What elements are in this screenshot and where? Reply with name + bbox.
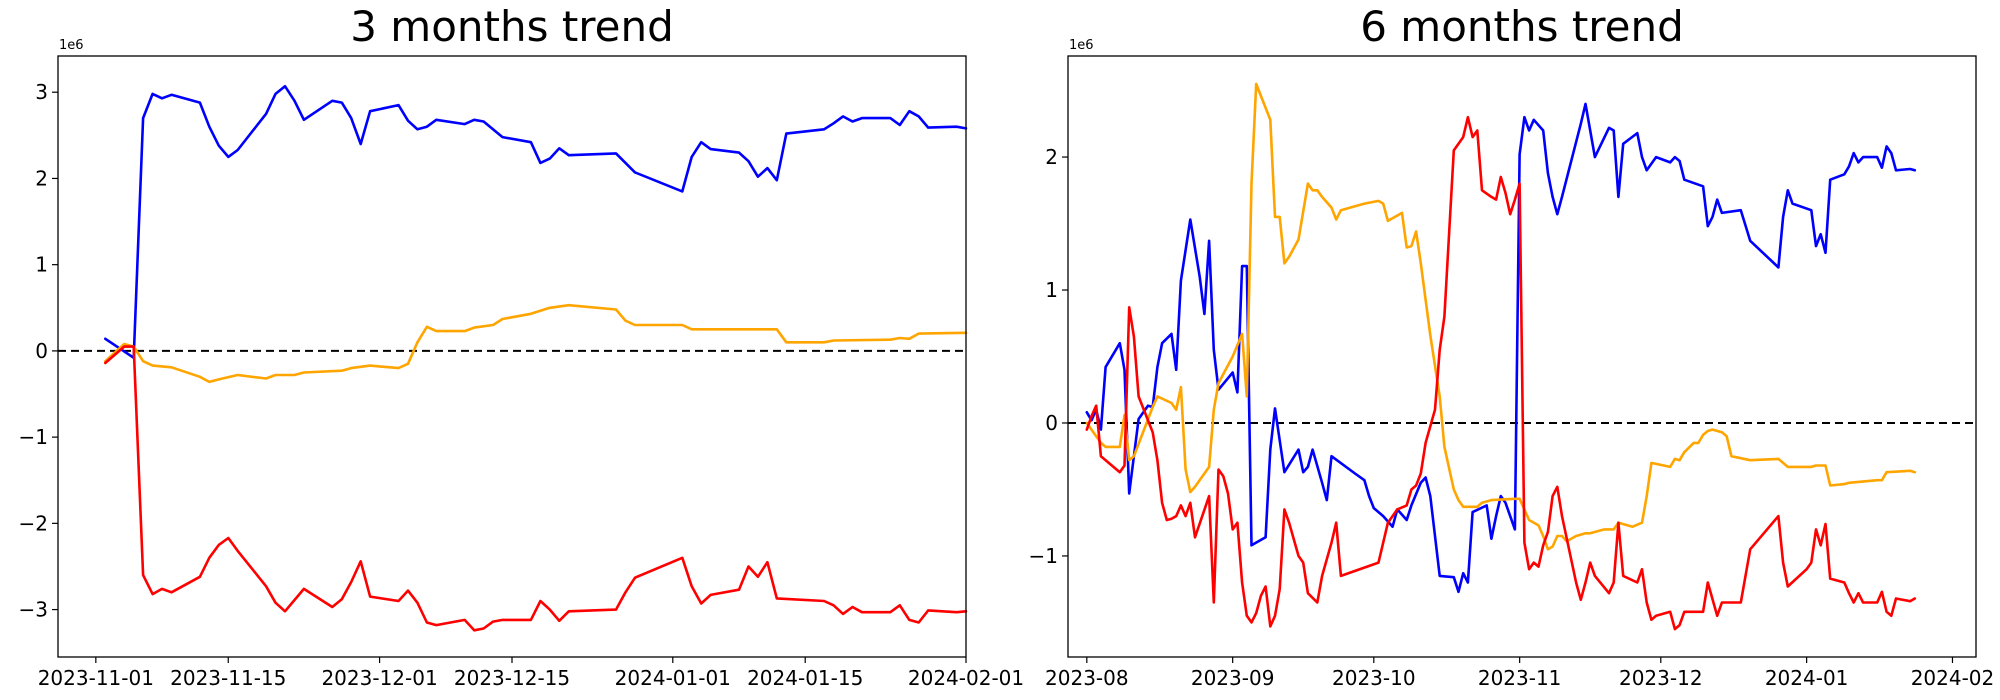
- chart-1-y-tick-label: 2: [35, 166, 48, 190]
- chart-2-series-2-line: [1085, 82, 1917, 551]
- chart-1-x-tick-label: 2023-11-01: [38, 666, 154, 690]
- chart-2-x-tick-label: 2023-11: [1478, 666, 1562, 690]
- chart-2-series-3-line: [1085, 115, 1917, 631]
- chart-2-x-tick-label: 2023-12: [1619, 666, 1703, 690]
- chart-1-y-tick-label: 0: [35, 339, 48, 363]
- chart-2-y-tick-label: −1: [1029, 544, 1058, 568]
- chart-2-y-tick-label: 2: [1045, 145, 1058, 169]
- chart-1-y-tick-label: −2: [19, 511, 48, 535]
- chart-2-x-tick-label: 2024-01: [1765, 666, 1849, 690]
- chart-1-y-tick-label: −1: [19, 425, 48, 449]
- chart-2-axes-frame: [1067, 55, 1977, 658]
- chart-2-x-tick-label: 2023-09: [1191, 666, 1275, 690]
- y-axis-offset-3-months: 1e6: [59, 38, 84, 53]
- chart-title-3-months: 3 months trend: [350, 2, 674, 51]
- chart-1-x-tick-label: 2024-01-15: [747, 666, 863, 690]
- chart-1-y-tick-label: 1: [35, 253, 48, 277]
- chart-2-x-tick-label: 2024-02: [1911, 666, 1995, 690]
- chart-2-x-tick-label: 2023-08: [1045, 666, 1129, 690]
- y-axis-offset-6-months: 1e6: [1069, 38, 1094, 53]
- chart-1-series-3-line: [104, 345, 968, 632]
- chart-2-series-1-line: [1085, 102, 1917, 594]
- chart-1-y-tick-label: −3: [19, 598, 48, 622]
- chart-2-y-tick-label: 0: [1045, 411, 1058, 435]
- chart-2-x-tick-label: 2023-10: [1332, 666, 1416, 690]
- chart-1-series-1-line: [104, 84, 968, 360]
- chart-1-series-2-line: [104, 303, 968, 384]
- chart-1-x-tick-label: 2023-11-15: [170, 666, 286, 690]
- chart-1-axes-frame: [57, 55, 967, 658]
- chart-1-x-tick-label: 2024-02-01: [908, 666, 1024, 690]
- chart-1-x-tick-label: 2023-12-01: [321, 666, 437, 690]
- chart-title-6-months: 6 months trend: [1360, 2, 1684, 51]
- chart-1-y-tick-label: 3: [35, 80, 48, 104]
- chart-2-y-tick-label: 1: [1045, 278, 1058, 302]
- chart-1-x-tick-label: 2023-12-15: [454, 666, 570, 690]
- chart-1-x-tick-label: 2024-01-01: [615, 666, 731, 690]
